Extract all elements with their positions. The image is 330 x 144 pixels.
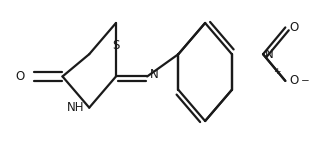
Text: O: O bbox=[290, 21, 299, 34]
Text: O: O bbox=[16, 70, 25, 83]
Text: N: N bbox=[149, 68, 158, 80]
Text: −: − bbox=[301, 76, 310, 86]
Text: +: + bbox=[273, 68, 280, 76]
Text: S: S bbox=[112, 39, 120, 52]
Text: O: O bbox=[290, 74, 299, 87]
Text: N: N bbox=[265, 48, 274, 61]
Text: NH: NH bbox=[67, 101, 85, 114]
